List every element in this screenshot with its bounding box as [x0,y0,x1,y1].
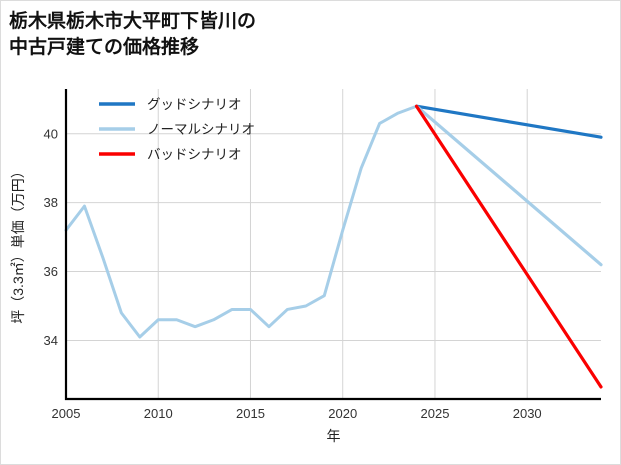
series-line-バッドシナリオ [414,104,603,389]
y-tick-label: 34 [44,333,58,348]
x-tick-label: 2025 [421,406,450,421]
y-tick-label: 40 [44,126,58,141]
series-line-実績 [64,104,419,339]
x-axis-title: 年 [327,428,341,444]
axis-spines [64,89,601,401]
x-tick-label: 2030 [513,406,542,421]
chart-title: 栃木県栃木市大平町下皆川の 中古戸建ての価格推移 [9,11,257,58]
y-tick-label: 36 [44,264,58,279]
x-tick-label: 2020 [328,406,357,421]
legend-label: バッドシナリオ [147,147,242,162]
y-axis-title: 坪（3.3㎡）単価（万円） [10,164,26,323]
series-line-ノーマルシナリオ [414,104,603,267]
series-group [64,104,603,389]
legend-label: グッドシナリオ [147,97,242,112]
axis-titles-group: 年 坪（3.3㎡）単価（万円） [10,164,341,444]
legend-label: ノーマルシナリオ [147,122,255,137]
x-tick-label: 2010 [144,406,173,421]
x-tick-label: 2005 [52,406,81,421]
tick-labels-group: 34 36 38 40 2005 2010 2015 2020 2025 2030 [44,126,542,421]
series-line-グッドシナリオ [414,104,603,139]
y-tick-label: 38 [44,195,58,210]
axes-group [64,89,601,401]
gridlines-group [66,89,601,399]
x-tick-label: 2015 [236,406,265,421]
